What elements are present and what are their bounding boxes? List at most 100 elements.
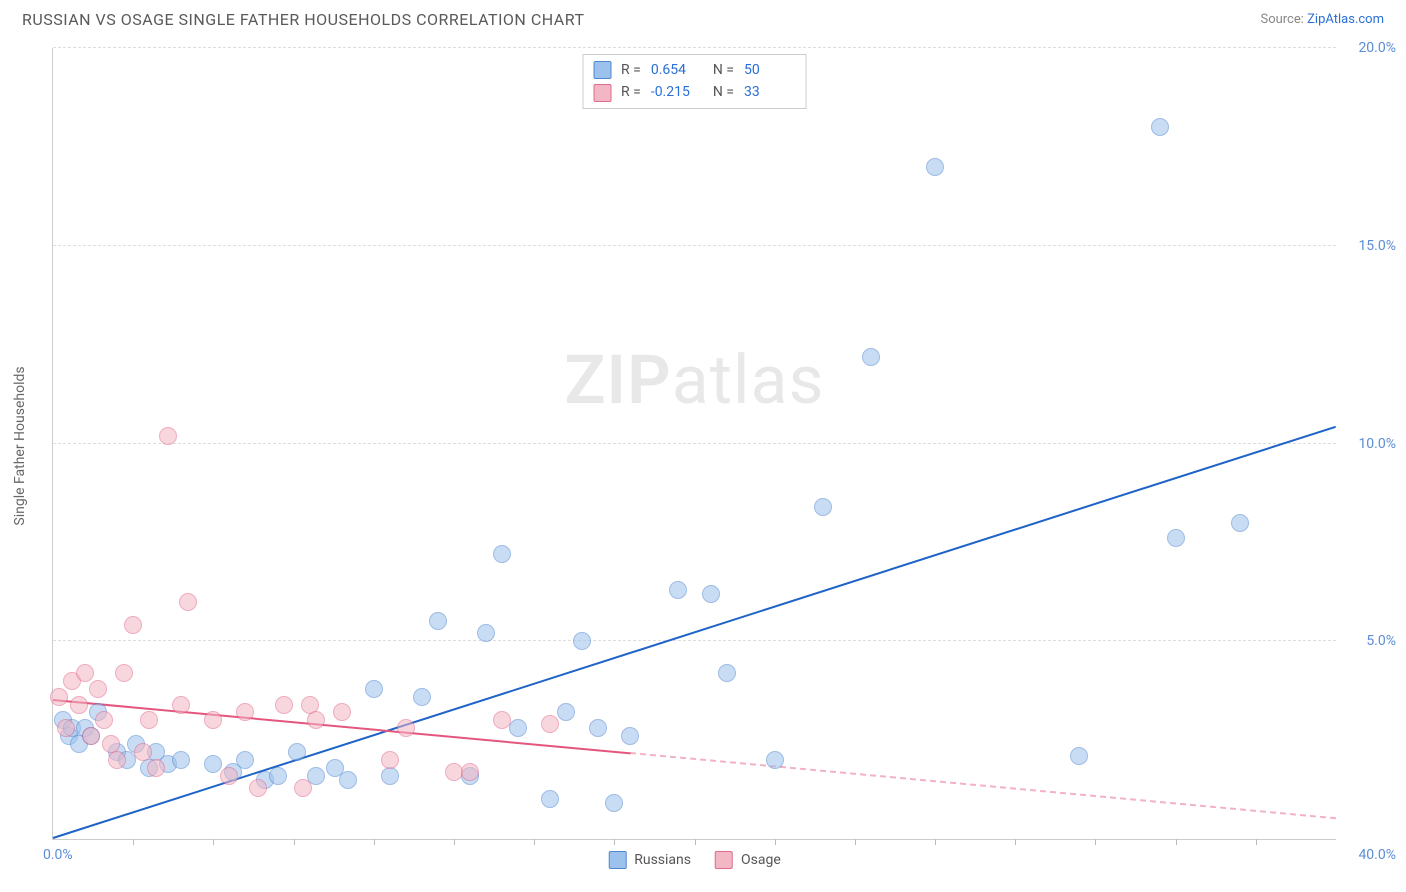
data-point (124, 616, 142, 634)
legend-label-osage: Osage (741, 852, 781, 868)
watermark-atlas: atlas (672, 340, 825, 420)
data-point (147, 759, 165, 777)
data-point (413, 688, 431, 706)
data-point (204, 711, 222, 729)
x-tick (1015, 839, 1016, 845)
data-point (1231, 514, 1249, 532)
x-axis-min-label: 0.0% (43, 847, 73, 863)
legend-label-russians: Russians (634, 852, 691, 868)
x-tick (935, 839, 936, 845)
y-tick-label: 5.0% (1341, 633, 1396, 649)
correlation-stats-box: R = 0.654 N = 50 R = -0.215 N = 33 (582, 54, 807, 109)
data-point (76, 664, 94, 682)
y-tick-label: 10.0% (1341, 436, 1396, 452)
data-point (926, 158, 944, 176)
data-point (82, 727, 100, 745)
gridline (53, 640, 1336, 641)
x-tick (213, 839, 214, 845)
data-point (236, 703, 254, 721)
x-tick (1256, 839, 1257, 845)
data-point (108, 751, 126, 769)
source-attribution: Source: ZipAtlas.com (1260, 12, 1384, 27)
source-label: Source: (1260, 12, 1307, 27)
legend-swatch-russians-icon (608, 851, 626, 869)
data-point (172, 696, 190, 714)
watermark-zip: ZIP (564, 340, 671, 420)
data-point (621, 727, 639, 745)
data-point (365, 680, 383, 698)
data-point (718, 664, 736, 682)
r-value-russians: 0.654 (651, 59, 703, 81)
data-point (339, 771, 357, 789)
data-point (381, 751, 399, 769)
legend-swatch-osage-icon (715, 851, 733, 869)
legend-item-osage: Osage (715, 851, 781, 869)
data-point (249, 779, 267, 797)
data-point (294, 779, 312, 797)
swatch-osage-icon (593, 84, 611, 102)
chart-plot-area: ZIPatlas R = 0.654 N = 50 R = -0.215 N =… (52, 48, 1336, 840)
data-point (541, 790, 559, 808)
trend-line (630, 752, 1336, 819)
stats-row-russians: R = 0.654 N = 50 (593, 59, 796, 81)
data-point (862, 348, 880, 366)
data-point (1151, 118, 1169, 136)
data-point (397, 719, 415, 737)
data-point (95, 711, 113, 729)
data-point (288, 743, 306, 761)
source-link[interactable]: ZipAtlas.com (1307, 12, 1384, 27)
stats-row-osage: R = -0.215 N = 33 (593, 81, 796, 103)
trend-line (53, 426, 1337, 839)
data-point (766, 751, 784, 769)
watermark: ZIPatlas (564, 340, 824, 420)
legend: Russians Osage (608, 851, 781, 869)
x-axis-max-label: 40.0% (1341, 847, 1396, 863)
data-point (50, 688, 68, 706)
data-point (669, 581, 687, 599)
data-point (275, 696, 293, 714)
gridline (53, 245, 1336, 246)
data-point (493, 545, 511, 563)
x-tick (133, 839, 134, 845)
x-tick (294, 839, 295, 845)
data-point (140, 711, 158, 729)
data-point (236, 751, 254, 769)
data-point (509, 719, 527, 737)
n-value-russians: 50 (744, 59, 796, 81)
data-point (115, 664, 133, 682)
data-point (589, 719, 607, 737)
x-tick (1176, 839, 1177, 845)
gridline (53, 443, 1336, 444)
r-label: R = (621, 59, 641, 81)
data-point (269, 767, 287, 785)
y-tick-label: 15.0% (1341, 238, 1396, 254)
data-point (159, 427, 177, 445)
y-axis-label: Single Father Households (12, 366, 28, 525)
data-point (70, 696, 88, 714)
data-point (57, 719, 75, 737)
data-point (172, 751, 190, 769)
data-point (541, 715, 559, 733)
data-point (1167, 529, 1185, 547)
x-tick (775, 839, 776, 845)
x-tick (534, 839, 535, 845)
x-tick (1095, 839, 1096, 845)
data-point (557, 703, 575, 721)
data-point (429, 612, 447, 630)
swatch-russians-icon (593, 61, 611, 79)
chart-title: RUSSIAN VS OSAGE SINGLE FATHER HOUSEHOLD… (22, 10, 585, 29)
data-point (89, 680, 107, 698)
data-point (814, 498, 832, 516)
x-tick (454, 839, 455, 845)
x-tick (855, 839, 856, 845)
data-point (1070, 747, 1088, 765)
legend-item-russians: Russians (608, 851, 691, 869)
data-point (333, 703, 351, 721)
r-label: R = (621, 81, 641, 103)
data-point (381, 767, 399, 785)
x-tick (695, 839, 696, 845)
data-point (702, 585, 720, 603)
n-label: N = (713, 81, 734, 103)
x-tick (374, 839, 375, 845)
data-point (220, 767, 238, 785)
